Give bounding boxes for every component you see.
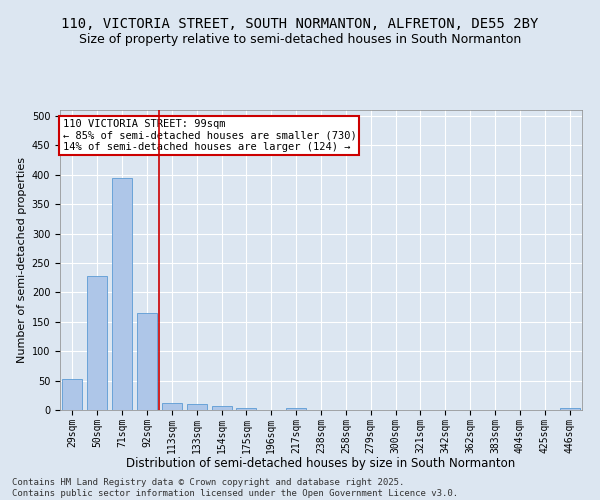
Text: 110, VICTORIA STREET, SOUTH NORMANTON, ALFRETON, DE55 2BY: 110, VICTORIA STREET, SOUTH NORMANTON, A…	[61, 18, 539, 32]
Bar	[286, 408, 306, 410]
Bar	[112, 178, 132, 410]
Text: Size of property relative to semi-detached houses in South Normanton: Size of property relative to semi-detach…	[79, 32, 521, 46]
Bar	[62, 379, 82, 410]
Text: 110 VICTORIA STREET: 99sqm
← 85% of semi-detached houses are smaller (730)
14% o: 110 VICTORIA STREET: 99sqm ← 85% of semi…	[62, 119, 356, 152]
Bar	[162, 403, 182, 410]
Bar	[236, 408, 256, 410]
Bar	[137, 313, 157, 410]
Text: Contains HM Land Registry data © Crown copyright and database right 2025.
Contai: Contains HM Land Registry data © Crown c…	[12, 478, 458, 498]
Bar	[187, 404, 206, 410]
Y-axis label: Number of semi-detached properties: Number of semi-detached properties	[17, 157, 28, 363]
Bar	[88, 276, 107, 410]
X-axis label: Distribution of semi-detached houses by size in South Normanton: Distribution of semi-detached houses by …	[127, 457, 515, 470]
Bar	[560, 408, 580, 410]
Bar	[212, 406, 232, 410]
